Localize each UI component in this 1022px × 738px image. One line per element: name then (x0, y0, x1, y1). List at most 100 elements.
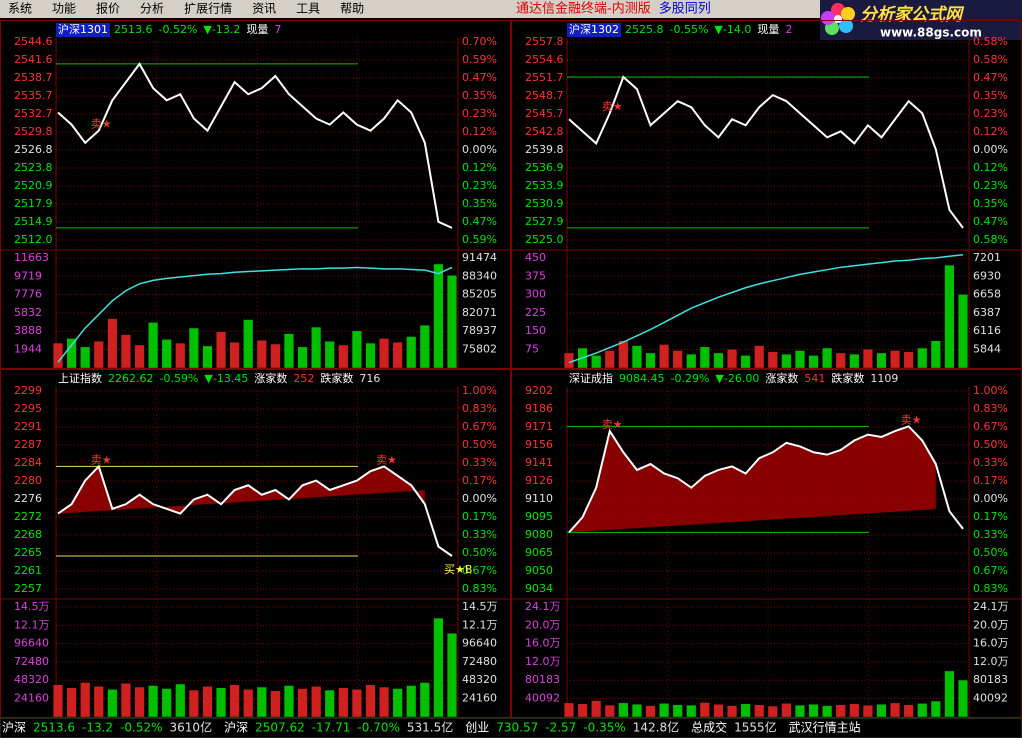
volume-bar (591, 700, 601, 717)
volume-label: 16.0万 (525, 637, 561, 650)
menu-item[interactable]: 功能 (52, 2, 76, 16)
pct-label: 0.50% (462, 546, 497, 559)
menu-item[interactable]: 帮助 (340, 2, 364, 16)
status-text: 创业 (465, 721, 489, 735)
volume-bar (189, 690, 199, 717)
volume-bar (931, 340, 941, 368)
volume-label: 11663 (14, 251, 49, 264)
price-label: 2280 (14, 474, 42, 487)
volume-bar (836, 353, 846, 368)
volume-bar (564, 703, 574, 717)
signal-mark: 卖★ (602, 418, 623, 431)
price-label: 2554.6 (525, 53, 564, 66)
pct-label: 0.47% (973, 71, 1008, 84)
pct-label: 0.23% (462, 179, 497, 192)
volume-bar (808, 355, 819, 368)
volume-bar (352, 689, 362, 717)
volume-bar (577, 704, 588, 717)
pct-label: 0.58% (973, 35, 1008, 48)
volume-label: 80183 (525, 673, 560, 686)
pct-label: 0.50% (973, 438, 1008, 451)
pct-label: 0.67% (973, 564, 1008, 577)
volume-bar (284, 333, 294, 368)
pct-label: 1.00% (973, 384, 1008, 397)
price-label: 2538.7 (14, 71, 53, 84)
volume-bar (53, 684, 63, 717)
volume-label: 14.5万 (14, 600, 50, 613)
volume-bar (618, 703, 628, 717)
volume-label: 91474 (462, 251, 497, 264)
volume-bar (107, 689, 117, 717)
volume-bar (433, 618, 444, 717)
signal-mark: 卖★ (901, 413, 922, 426)
volume-bar (863, 349, 873, 368)
pct-label: 0.23% (973, 179, 1008, 192)
volume-bar (836, 704, 846, 717)
pct-label: 0.50% (462, 438, 497, 451)
menu-item[interactable]: 系统 (8, 2, 32, 16)
logo-petal (841, 7, 855, 21)
volume-bar (741, 704, 751, 717)
volume-bar (713, 704, 724, 717)
volume-bar (297, 688, 308, 717)
pct-label: 0.33% (973, 456, 1008, 469)
header-text: 2525.8 (625, 23, 664, 36)
price-label: 2557.8 (525, 35, 564, 48)
price-label: 9202 (525, 384, 553, 397)
pct-label: 0.58% (973, 233, 1008, 246)
logo-name: 分析家公式网 (860, 5, 965, 25)
volume-bar (768, 706, 778, 717)
menu-item[interactable]: 报价 (96, 1, 120, 16)
volume-label: 12.1万 (462, 618, 498, 631)
volume-label: 82071 (462, 306, 497, 319)
breadth-area (58, 466, 425, 514)
price-label: 2291 (14, 420, 42, 433)
volume-label: 5832 (14, 306, 42, 319)
volume-label: 48320 (462, 673, 497, 686)
volume-bar (420, 325, 430, 368)
volume-label: 96640 (14, 637, 49, 650)
header-text: ▼-13.2 (203, 23, 240, 36)
volume-bar (175, 684, 185, 717)
volume-label: 375 (525, 269, 546, 282)
menu-item[interactable]: 工具 (296, 2, 320, 16)
price-label: 2545.7 (525, 107, 564, 120)
volume-label: 16.0万 (973, 637, 1009, 650)
price-label: 2548.7 (525, 89, 564, 102)
volume-bar (686, 354, 696, 368)
volume-bar (257, 687, 267, 717)
pct-label: 0.83% (462, 402, 497, 415)
volume-label: 40092 (525, 692, 560, 705)
volume-bar (727, 705, 737, 717)
volume-bar (94, 686, 104, 717)
price-line (57, 62, 453, 229)
price-label: 2544.6 (14, 35, 53, 48)
pct-label: 0.23% (973, 107, 1008, 120)
header-text: ▼-13.45 (204, 372, 248, 385)
volume-bar (243, 689, 253, 717)
pct-label: 0.00% (462, 492, 497, 505)
pct-label: 0.17% (462, 510, 497, 523)
volume-bar (781, 354, 791, 368)
price-label: 2529.8 (14, 125, 53, 138)
pct-label: 0.70% (462, 35, 497, 48)
menu-item[interactable]: 扩展行情 (184, 2, 232, 16)
menu-item[interactable]: 分析 (140, 2, 164, 16)
volume-bar (795, 350, 805, 368)
panel-border (0, 369, 511, 718)
volume-bar (338, 688, 348, 717)
volume-bar (270, 344, 280, 368)
status-text: 武汉行情主站 (789, 721, 861, 735)
price-line (568, 75, 964, 229)
volume-bar (944, 671, 955, 717)
pct-label: 0.83% (462, 582, 497, 595)
pct-label: 0.00% (973, 492, 1008, 505)
volume-bar (808, 704, 819, 717)
signal-mark: 卖★ (91, 118, 112, 131)
pct-label: 0.58% (973, 53, 1008, 66)
header-text: 现量 (757, 23, 779, 36)
header-text: 沪深1301 (58, 22, 108, 36)
price-label: 2523.8 (14, 161, 53, 174)
menu-item[interactable]: 资讯 (252, 2, 276, 16)
volume-bar (632, 345, 642, 368)
